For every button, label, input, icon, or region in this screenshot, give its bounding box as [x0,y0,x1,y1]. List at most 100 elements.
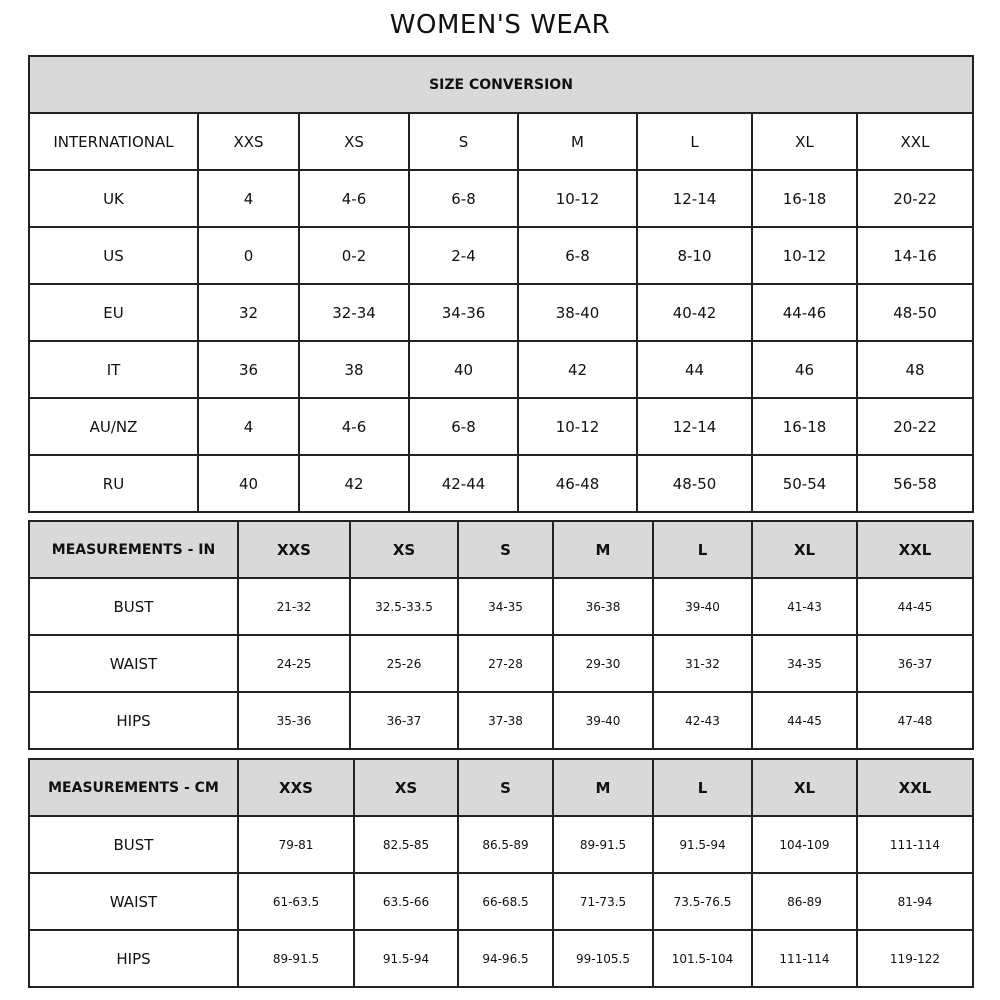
table-cell: 6-8 [517,226,638,285]
table-cell: 44-46 [751,283,858,342]
header-row: INTERNATIONAL XXS XS S M L XL XXL [28,112,974,171]
row-label: EU [28,283,199,342]
table-cell: 56-58 [856,454,974,513]
table-cell: 32.5-33.5 [349,577,459,636]
row-label: WAIST [28,634,239,693]
table-cell: 10-12 [517,397,638,456]
table-cell: 48-50 [636,454,753,513]
table-cell: 44-45 [856,577,974,636]
table-cell: 6-8 [408,169,519,228]
table-cell: 91.5-94 [652,815,753,874]
table-row: AU/NZ 4 4-6 6-8 10-12 12-14 16-18 20-22 [28,397,974,456]
table-cell: 101.5-104 [652,929,753,988]
table-cell: 99-105.5 [552,929,654,988]
table-cell: 40 [408,340,519,399]
row-label: BUST [28,577,239,636]
table-cell: 4-6 [298,397,410,456]
header-row: MEASUREMENTS - CM XXS XS S M L XL XXL [28,758,974,817]
table-cell: 34-35 [751,634,858,693]
table-cell: 38-40 [517,283,638,342]
table-cell: 89-91.5 [552,815,654,874]
table-cell: 21-32 [237,577,351,636]
column-header: XL [751,112,858,171]
table-row: BUST 79-81 82.5-85 86.5-89 89-91.5 91.5-94 104… [28,815,974,874]
table-cell: 36-38 [552,577,654,636]
column-header: XL [751,520,858,579]
table-row: HIPS 35-36 36-37 37-38 39-40 42-43 44-45 47-48 [28,691,974,750]
column-header: INTERNATIONAL [28,112,199,171]
table-cell: 2-4 [408,226,519,285]
column-header: M [552,758,654,817]
row-label: IT [28,340,199,399]
table-cell: 16-18 [751,397,858,456]
table-cell: 46-48 [517,454,638,513]
table-cell: 48 [856,340,974,399]
table-cell: 66-68.5 [457,872,554,931]
table-cell: 111-114 [751,929,858,988]
table-cell: 32-34 [298,283,410,342]
table-cell: 119-122 [856,929,974,988]
table-cell: 61-63.5 [237,872,355,931]
table-row: IT 36 38 40 42 44 46 48 [28,340,974,399]
table-cell: 4 [197,397,300,456]
table-cell: 16-18 [751,169,858,228]
table-cell: 4-6 [298,169,410,228]
size-conversion-table: SIZE CONVERSION INTERNATIONAL XXS XS S M L XL X… [28,55,974,513]
column-header: XXS [197,112,300,171]
table-cell: 44 [636,340,753,399]
measurements-in-table: MEASUREMENTS - IN XXS XS S M L XL XXL BUST 21-32 3… [28,520,974,750]
table-cell: 20-22 [856,169,974,228]
table-cell: 40-42 [636,283,753,342]
table-cell: 20-22 [856,397,974,456]
table-cell: 29-30 [552,634,654,693]
table-cell: 25-26 [349,634,459,693]
table-cell: 27-28 [457,634,554,693]
row-label: US [28,226,199,285]
table-cell: 32 [197,283,300,342]
column-header: S [408,112,519,171]
table-cell: 48-50 [856,283,974,342]
column-header: MEASUREMENTS - IN [28,520,239,579]
column-header: S [457,758,554,817]
table-cell: 89-91.5 [237,929,355,988]
table-cell: 44-45 [751,691,858,750]
table-cell: 0-2 [298,226,410,285]
table-row: HIPS 89-91.5 91.5-94 94-96.5 99-105.5 101.5-1… [28,929,974,988]
table-cell: 104-109 [751,815,858,874]
table-cell: 24-25 [237,634,351,693]
column-header: XS [298,112,410,171]
table-cell: 36-37 [856,634,974,693]
table-row: WAIST 24-25 25-26 27-28 29-30 31-32 34-35 36-37 [28,634,974,693]
table-cell: 82.5-85 [353,815,459,874]
column-header: XXS [237,520,351,579]
table-row: BUST 21-32 32.5-33.5 34-35 36-38 39-40 41-43 44… [28,577,974,636]
table-cell: 34-35 [457,577,554,636]
column-header: M [552,520,654,579]
column-header: MEASUREMENTS - CM [28,758,239,817]
table-cell: 10-12 [751,226,858,285]
table-cell: 42-44 [408,454,519,513]
table-cell: 40 [197,454,300,513]
table-cell: 41-43 [751,577,858,636]
size-conversion-header: SIZE CONVERSION [28,55,974,114]
table-cell: 37-38 [457,691,554,750]
table-cell: 12-14 [636,397,753,456]
table-cell: 42 [298,454,410,513]
table-row: US 0 0-2 2-4 6-8 8-10 10-12 14-16 [28,226,974,285]
table-cell: 12-14 [636,169,753,228]
table-cell: 42 [517,340,638,399]
column-header: XL [751,758,858,817]
table-cell: 81-94 [856,872,974,931]
table-cell: 8-10 [636,226,753,285]
column-header: XXL [856,112,974,171]
column-header: XS [349,520,459,579]
table-cell: 71-73.5 [552,872,654,931]
table-row: WAIST 61-63.5 63.5-66 66-68.5 71-73.5 73.5-76… [28,872,974,931]
table-cell: 34-36 [408,283,519,342]
column-header: XXL [856,520,974,579]
row-label: WAIST [28,872,239,931]
table-cell: 10-12 [517,169,638,228]
table-cell: 31-32 [652,634,753,693]
column-header: L [636,112,753,171]
table-row: RU 40 42 42-44 46-48 48-50 50-54 56-58 [28,454,974,513]
